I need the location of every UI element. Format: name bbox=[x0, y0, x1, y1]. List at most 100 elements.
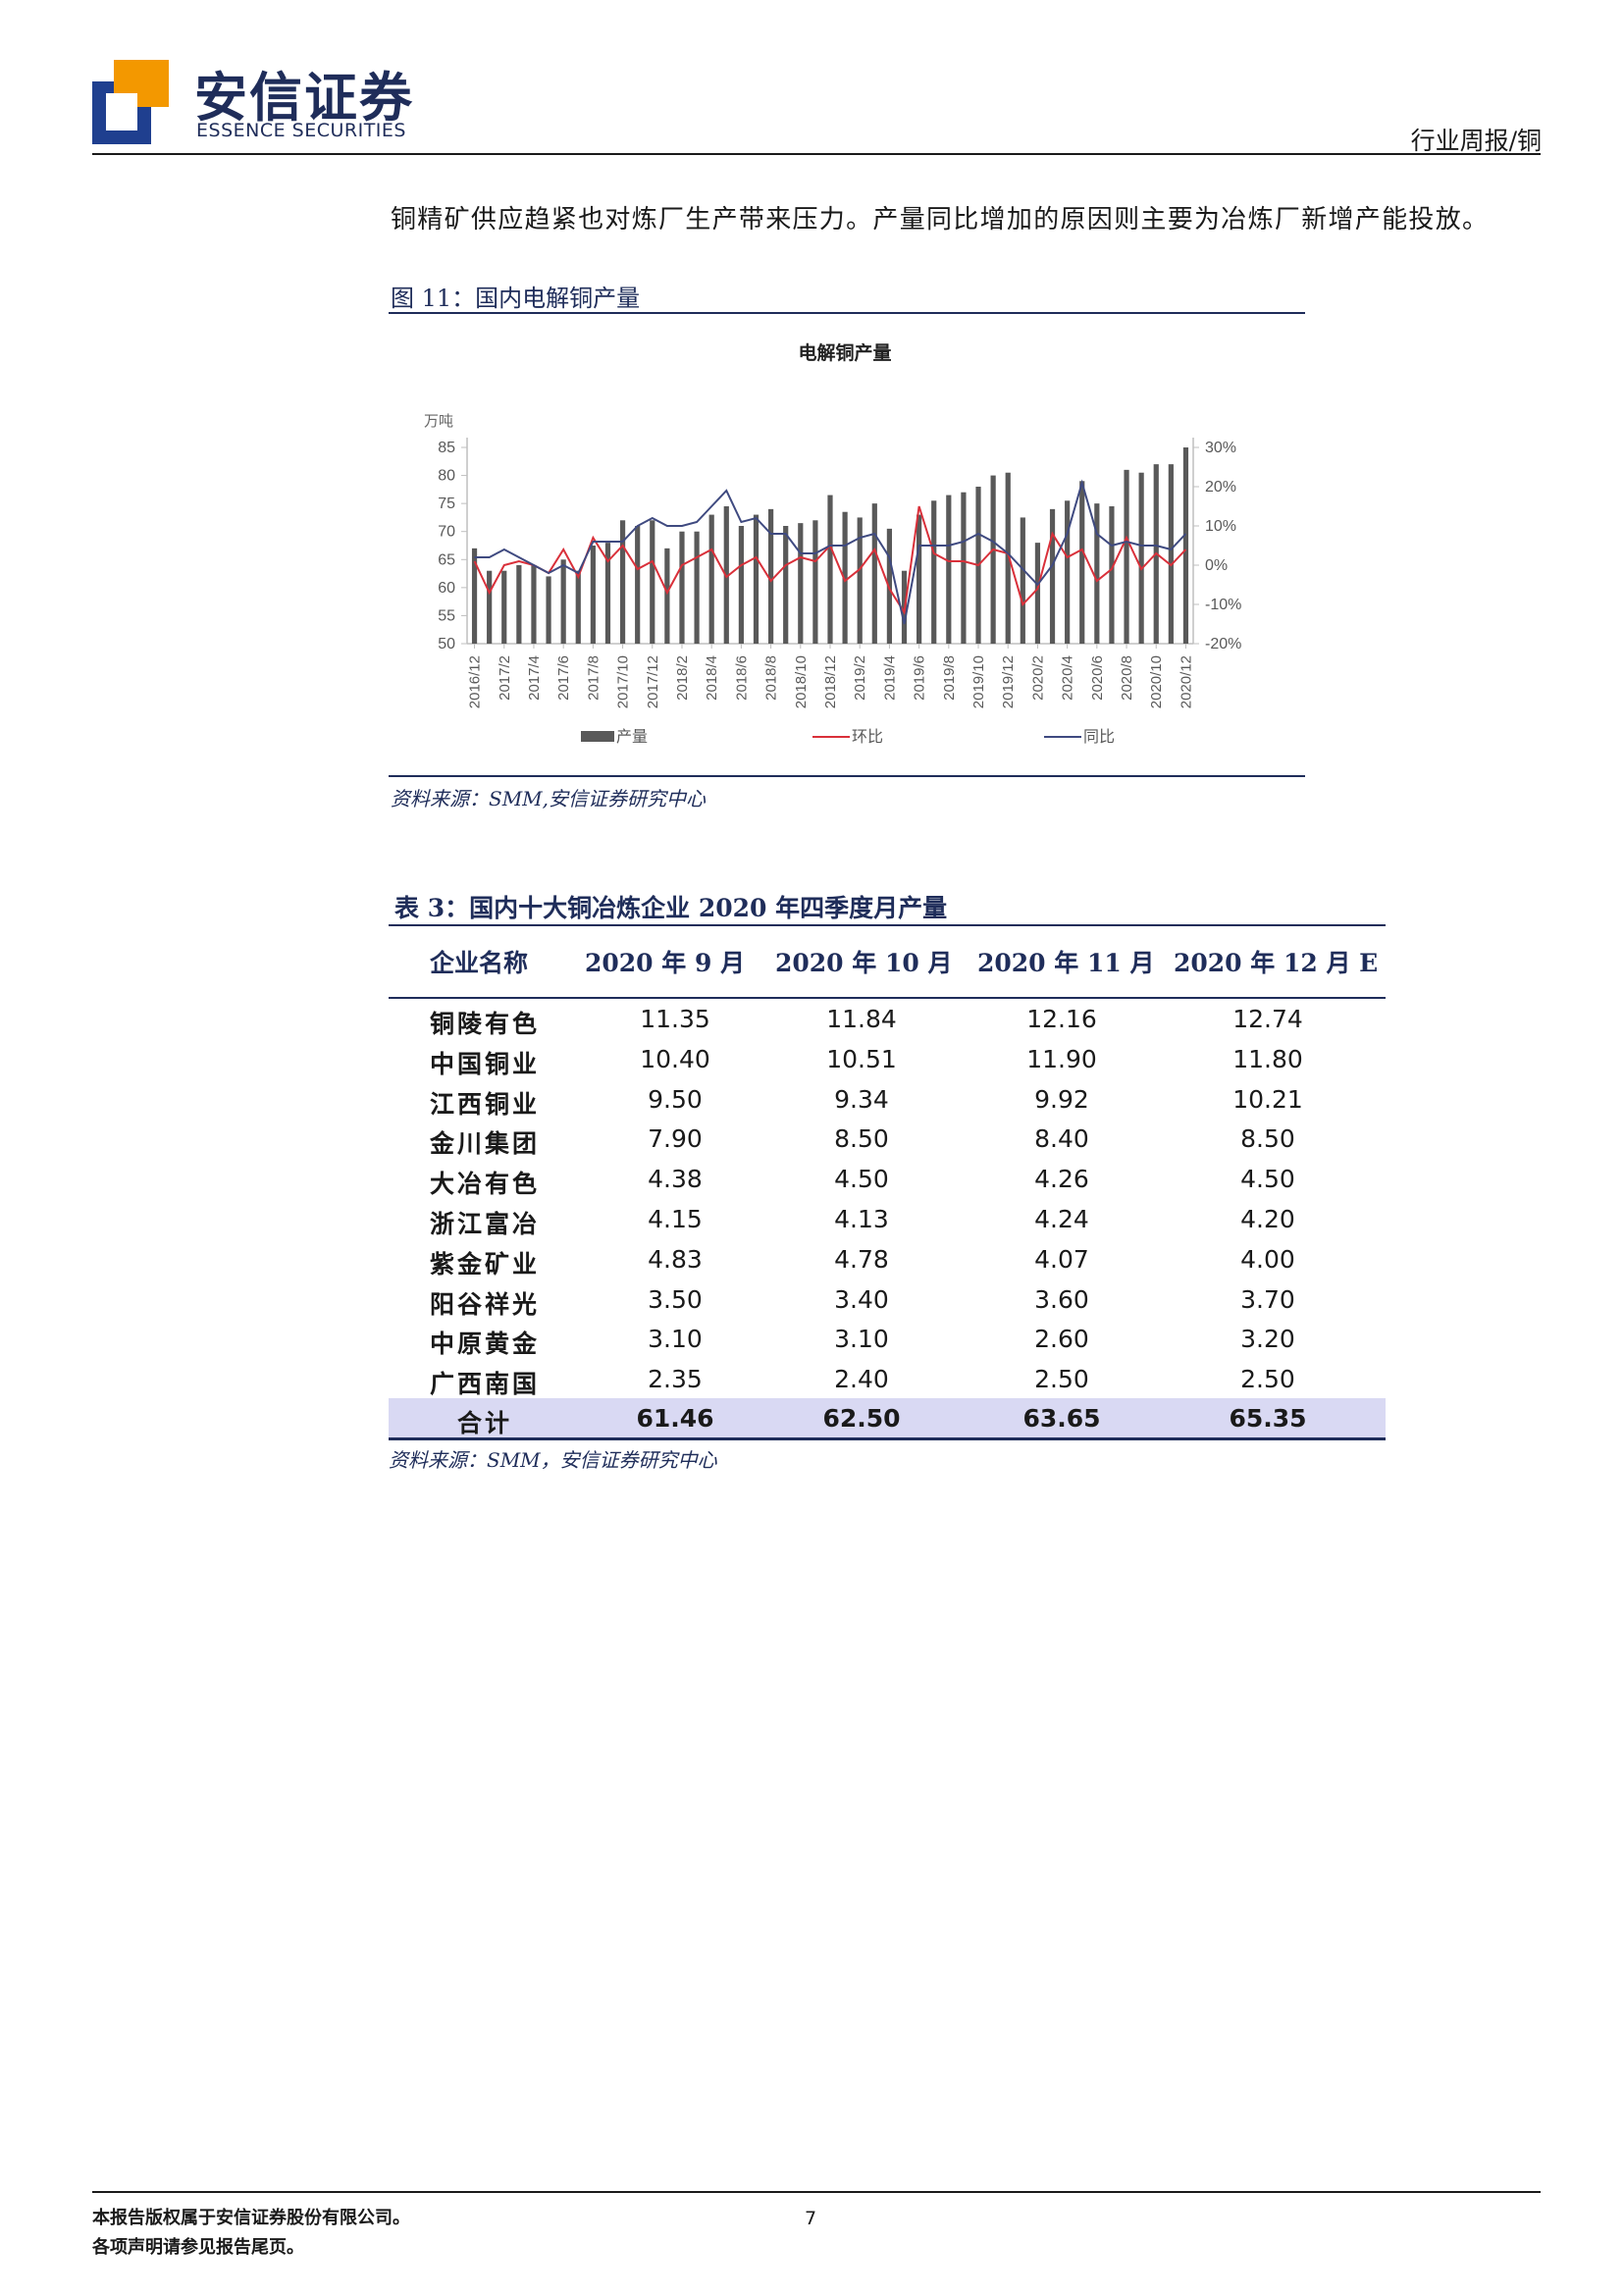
y-tick-label: 80 bbox=[438, 468, 455, 485]
y-tick-label: 60 bbox=[438, 580, 455, 597]
output-value: 3.20 bbox=[1240, 1325, 1295, 1354]
y-axis-unit: 万吨 bbox=[424, 413, 453, 430]
output-value: 2.50 bbox=[1034, 1365, 1089, 1394]
output-value: 9.50 bbox=[648, 1084, 703, 1114]
table-row: 金川集团 7.90 8.50 8.40 8.50 bbox=[389, 1119, 1386, 1158]
footer-disclaimer: 各项声明请参见报告尾页。 bbox=[92, 2237, 304, 2258]
bar-output bbox=[738, 526, 744, 644]
company-name: 合计 bbox=[457, 1409, 513, 1437]
y2-tick-label: 30% bbox=[1205, 440, 1236, 456]
company-name: 紫金矿业 bbox=[430, 1249, 541, 1278]
output-value: 3.70 bbox=[1240, 1284, 1295, 1314]
company-name: 金川集团 bbox=[430, 1129, 541, 1159]
bar-output bbox=[871, 503, 877, 644]
output-value: 4.00 bbox=[1240, 1244, 1295, 1274]
table-header-rule bbox=[389, 997, 1386, 999]
x-tick-label: 2017/6 bbox=[555, 655, 572, 701]
table-source: 资料来源：SMM，安信证券研究中心 bbox=[389, 1448, 717, 1472]
output-value: 3.40 bbox=[834, 1284, 889, 1314]
bar-output bbox=[650, 520, 655, 644]
company-logo-icon bbox=[92, 60, 169, 144]
output-value: 2.50 bbox=[1240, 1365, 1295, 1394]
bar-output bbox=[961, 492, 967, 644]
x-tick-label: 2018/6 bbox=[733, 655, 750, 701]
body-paragraph: 铜精矿供应趋紧也对炼厂生产带来压力。产量同比增加的原因则主要为冶炼厂新增产能投放… bbox=[391, 205, 1490, 235]
x-tick-label: 2017/2 bbox=[497, 655, 513, 701]
output-value: 7.90 bbox=[648, 1124, 703, 1154]
table-title-prefix: 表 3： bbox=[394, 894, 470, 922]
company-name: 浙江富冶 bbox=[430, 1210, 541, 1238]
table-row: 广西南国 2.35 2.40 2.50 2.50 bbox=[389, 1359, 1386, 1398]
x-tick-label: 2017/8 bbox=[585, 655, 602, 701]
output-value: 2.35 bbox=[648, 1365, 703, 1394]
output-value: 4.50 bbox=[834, 1165, 889, 1194]
brand-name-cn: 安信证券 bbox=[194, 67, 414, 129]
bar-output bbox=[694, 531, 700, 644]
bar-output bbox=[560, 559, 566, 644]
output-value: 3.50 bbox=[648, 1284, 703, 1314]
x-tick-label: 2018/8 bbox=[763, 655, 780, 701]
bar-output bbox=[516, 565, 522, 644]
bar-output bbox=[635, 526, 641, 644]
output-value: 4.50 bbox=[1240, 1165, 1295, 1194]
x-tick-label: 2019/8 bbox=[941, 655, 958, 701]
bar-output bbox=[546, 576, 551, 644]
table-row: 中原黄金 3.10 3.10 2.60 3.20 bbox=[389, 1319, 1386, 1358]
output-value: 3.10 bbox=[648, 1325, 703, 1354]
company-name: 大冶有色 bbox=[430, 1170, 541, 1199]
output-value: 4.83 bbox=[648, 1244, 703, 1274]
x-tick-label: 2017/12 bbox=[645, 655, 661, 708]
bar-output bbox=[842, 511, 848, 644]
bar-output bbox=[1094, 503, 1100, 644]
table-header-company: 企业名称 bbox=[430, 949, 529, 977]
bar-output bbox=[931, 500, 937, 644]
x-tick-label: 2019/6 bbox=[912, 655, 928, 701]
legend-label-yoy: 同比 bbox=[1083, 728, 1115, 746]
output-value: 4.15 bbox=[648, 1205, 703, 1233]
legend-label-output: 产量 bbox=[616, 728, 648, 746]
x-tick-label: 2017/4 bbox=[526, 655, 543, 701]
bar-output bbox=[783, 526, 789, 644]
company-name: 中国铜业 bbox=[430, 1049, 541, 1078]
output-value: 2.60 bbox=[1034, 1325, 1089, 1354]
chart-title: 电解铜产量 bbox=[798, 341, 891, 364]
bar-output bbox=[590, 546, 596, 644]
legend-bar-swatch bbox=[581, 731, 614, 742]
bar-output bbox=[575, 570, 581, 644]
output-value: 8.50 bbox=[1240, 1124, 1295, 1154]
y-tick-label: 65 bbox=[438, 551, 455, 568]
legend-label-mom: 环比 bbox=[852, 728, 883, 746]
bar-output bbox=[1005, 472, 1011, 644]
x-tick-label: 2020/10 bbox=[1148, 655, 1165, 708]
x-tick-label: 2020/6 bbox=[1089, 655, 1106, 701]
output-value: 10.40 bbox=[640, 1044, 710, 1073]
output-value: 11.84 bbox=[826, 1005, 897, 1033]
company-name: 广西南国 bbox=[430, 1370, 541, 1399]
bar-output bbox=[664, 548, 670, 644]
y-tick-label: 75 bbox=[438, 496, 455, 512]
table-row: 阳谷祥光 3.50 3.40 3.60 3.70 bbox=[389, 1279, 1386, 1319]
bar-output bbox=[1138, 472, 1144, 644]
bar-output bbox=[767, 508, 774, 644]
output-value: 10.51 bbox=[826, 1044, 897, 1073]
y-tick-label: 55 bbox=[438, 607, 455, 624]
bar-output bbox=[946, 495, 952, 644]
y2-tick-label: -10% bbox=[1205, 597, 1241, 613]
x-tick-label: 2017/10 bbox=[615, 655, 632, 708]
bar-output bbox=[798, 523, 804, 644]
output-value: 63.65 bbox=[1022, 1404, 1101, 1433]
x-tick-label: 2019/12 bbox=[1000, 655, 1017, 708]
output-value: 4.13 bbox=[834, 1205, 889, 1233]
x-tick-label: 2019/10 bbox=[970, 655, 987, 708]
x-tick-label: 2020/8 bbox=[1119, 655, 1135, 701]
output-value: 65.35 bbox=[1229, 1404, 1307, 1433]
output-value: 11.35 bbox=[640, 1005, 710, 1033]
report-type: 行业周报/铜 bbox=[1410, 127, 1542, 155]
bar-output bbox=[812, 520, 818, 644]
bar-output bbox=[471, 548, 478, 644]
output-value: 4.78 bbox=[834, 1244, 889, 1274]
x-tick-label: 2018/10 bbox=[793, 655, 810, 708]
bar-output bbox=[501, 570, 507, 644]
bar-output bbox=[990, 475, 996, 644]
bar-output bbox=[1049, 508, 1056, 644]
